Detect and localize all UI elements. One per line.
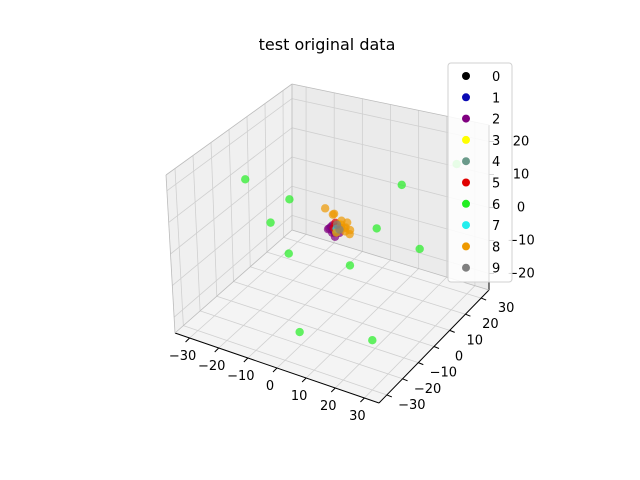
x-tick-mark [243,357,249,363]
y-tick-label: 20 [482,317,499,332]
data-point [329,209,339,218]
legend-marker [462,242,470,251]
legend-label: 6 [492,198,500,213]
legend-marker [462,178,470,187]
x-tick-mark [185,337,190,343]
legend-marker [462,221,470,230]
z-tick-label: 10 [513,168,530,183]
grid-y-floor [233,281,435,347]
y-tick-label: 10 [466,333,483,348]
y-tick-mark [465,313,471,317]
x-tick-label: −30 [169,349,196,364]
y-tick-mark [449,329,455,333]
legend: 0 1 2 3 4 5 6 7 8 9 [447,62,513,283]
legend-label: 8 [492,240,500,255]
x-tick-mark [301,377,307,383]
data-point [345,229,354,239]
x-tick-label: −20 [198,359,225,374]
x-tick-label: 20 [320,399,337,414]
grid-y-floor [250,266,450,331]
data-points [241,159,461,345]
pane-edge [165,83,293,176]
grid-y-floor [216,295,419,364]
grid-y-floor [199,310,403,380]
data-point [241,175,250,184]
z-tick-label: 20 [513,135,530,150]
z-tick-label: −10 [507,234,534,249]
data-point [266,218,275,227]
z-tick-label: −20 [507,267,534,282]
y-tick-label: −20 [414,382,441,397]
data-point [415,244,424,254]
x-tick-mark [330,387,336,393]
data-point [345,261,355,270]
legend-marker [462,199,470,208]
pane-left [166,84,292,333]
grid-y-floor [266,251,466,315]
legend-label: 4 [492,155,500,170]
data-point [332,220,342,229]
grid-y-floor [283,236,482,299]
legend-marker [462,114,470,123]
tick-labels: −30−20−100102030−30−20−100102030−20−1001… [169,135,535,425]
z-tick-label: 0 [517,201,525,216]
y-tick-label: 0 [455,350,463,365]
data-point [295,327,304,337]
x-tick-label: −10 [227,369,254,384]
grid-z-left [172,185,293,286]
legend-label: 1 [492,91,500,106]
grid-z-left [168,127,293,223]
grid-z-left [166,98,293,192]
legend-marker [462,157,470,166]
legend-label: 5 [492,177,500,192]
y-tick-label: −10 [430,366,457,381]
legend-label: 3 [492,134,500,149]
legend-label: 2 [492,113,500,128]
data-point [285,195,294,204]
grid-z-left [170,156,293,255]
data-point [284,249,293,258]
y-tick-label: 30 [498,301,515,316]
legend-marker [462,263,470,272]
pane-edge [174,229,293,334]
chart-title: test original data [259,35,396,54]
x-tick-mark [272,367,278,373]
y-tick-label: −30 [398,398,425,413]
legend-marker [462,72,470,80]
x-tick-mark [360,397,365,403]
pane-edge [165,174,176,334]
y-tick-mark [386,394,393,398]
y-tick-mark [433,346,440,349]
grid-z-left [173,215,293,318]
x-tick-label: 0 [266,379,274,394]
data-point [320,204,330,213]
legend-label: 0 [492,70,500,85]
y-tick-mark [480,297,487,301]
legend-box [447,62,513,283]
legend-marker [462,93,470,102]
x-tick-label: 10 [291,389,308,404]
series-9 [332,220,344,234]
data-point [397,180,406,190]
x-tick-label: 30 [349,409,366,424]
y-tick-mark [418,362,424,366]
x-tick-mark [214,347,220,353]
data-point [368,336,377,345]
grid-y-floor [183,325,387,396]
data-point [372,224,381,233]
legend-label: 7 [492,219,500,234]
legend-marker [462,135,470,144]
y-tick-mark [402,378,408,382]
legend-label: 9 [492,262,500,277]
